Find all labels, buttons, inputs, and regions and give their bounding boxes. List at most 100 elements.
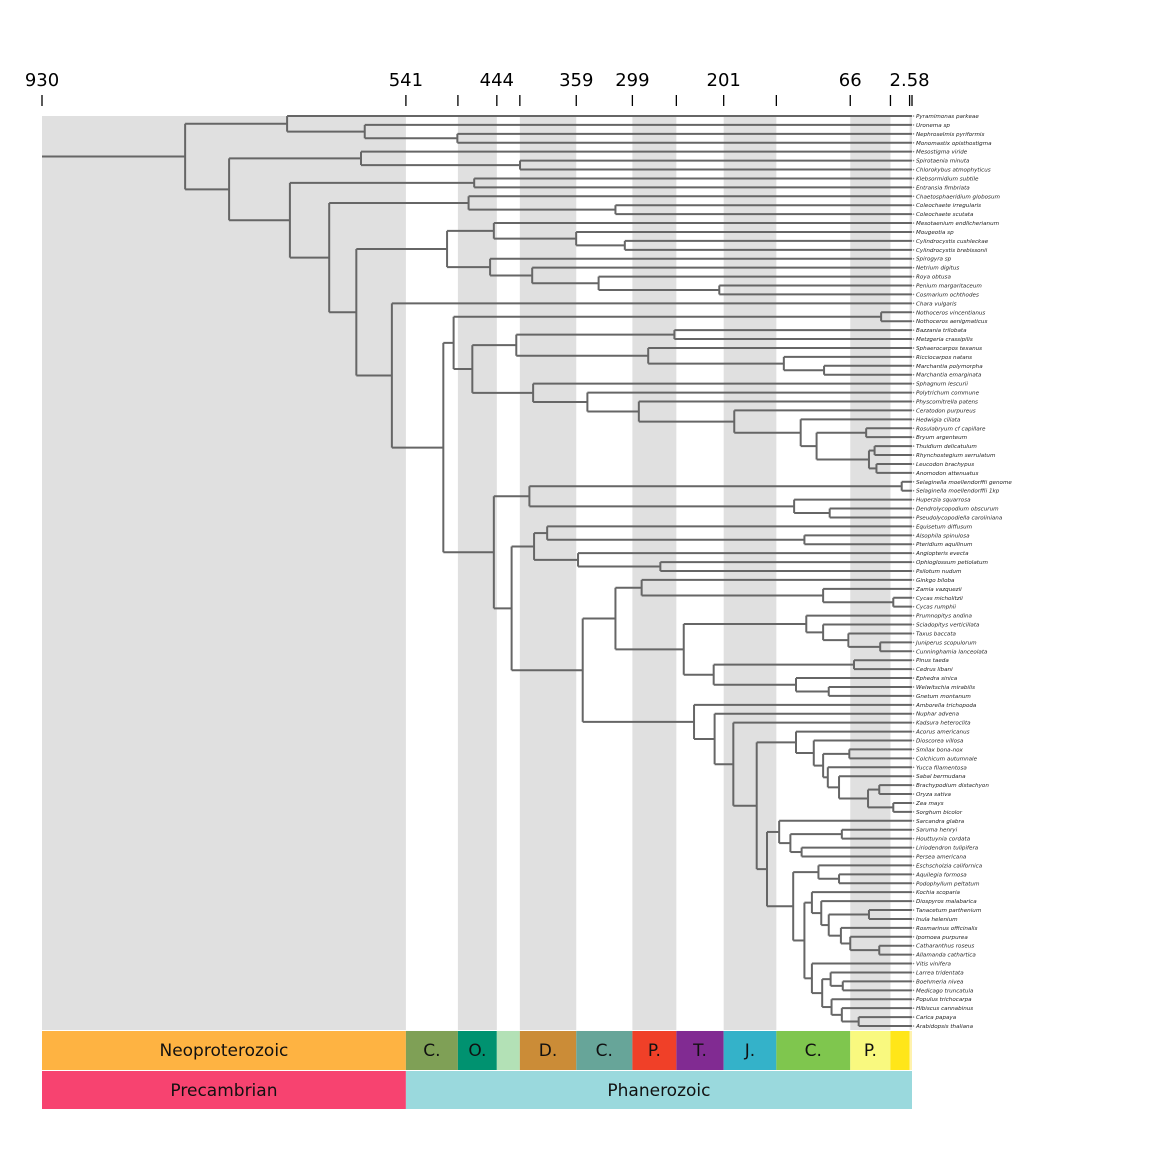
tip-label: Physcomitrella patens xyxy=(916,399,978,405)
period-shade xyxy=(632,116,677,1030)
tip-label: Hibiscus cannabinus xyxy=(916,1006,973,1012)
tip-marker xyxy=(912,150,915,153)
tip-marker xyxy=(912,186,915,189)
tip-label: Taxus baccata xyxy=(916,631,957,637)
tip-marker xyxy=(912,944,915,947)
phylogenetic-tree xyxy=(42,115,912,1027)
period-label: Neoproterozoic xyxy=(159,1041,288,1061)
tip-marker xyxy=(912,828,915,831)
tip-label: Medicago truncatula xyxy=(916,988,974,994)
tip-label: Brachypodium distachyon xyxy=(916,783,989,789)
tip-label: Inula helenium xyxy=(916,917,958,923)
tip-label: Ophioglossum petiolatum xyxy=(916,560,988,566)
axis-tick-label: 444 xyxy=(480,70,514,91)
tip-label: Pteridium aquilinum xyxy=(916,542,973,548)
tip-label: Ephedra sinica xyxy=(916,676,958,682)
period-label: J. xyxy=(744,1041,755,1061)
tip-label: Colchicum autumnale xyxy=(916,756,978,762)
tip-marker xyxy=(912,311,915,314)
tip-label: Polytrichum commune xyxy=(916,391,980,397)
tip-label: Liriodendron tulipifera xyxy=(916,846,979,852)
tip-label: Rhynchostegium serrulatum xyxy=(916,453,996,459)
tip-label: Saruma henryi xyxy=(916,828,958,834)
period-label: D. xyxy=(539,1041,558,1061)
tip-label: Ipomoea purpurea xyxy=(916,935,968,941)
tip-label: Chaetosphaeridium globosum xyxy=(916,194,1001,200)
period-shade xyxy=(723,116,777,1030)
tip-marker xyxy=(912,614,915,617)
tip-marker xyxy=(912,873,915,876)
tip-marker xyxy=(912,971,915,974)
tip-marker xyxy=(912,730,915,733)
tip-label: Marchantia emarginata xyxy=(916,373,982,379)
tip-label: Populus trichocarpa xyxy=(916,997,972,1003)
tip-label: Sarcandra glabra xyxy=(916,819,965,825)
tip-marker xyxy=(912,445,915,447)
tip-marker xyxy=(912,650,915,653)
period-shading xyxy=(42,116,912,1030)
period-label: C. xyxy=(596,1041,613,1061)
tip-label: Ricciocarpos natans xyxy=(916,355,972,361)
tip-label: Kochia scoparia xyxy=(916,890,961,896)
tip-label: Cylindrocystis cushleckae xyxy=(916,239,989,245)
tip-label: Pinus taeda xyxy=(916,658,949,664)
period-box xyxy=(676,1031,724,1070)
tip-marker xyxy=(912,472,915,474)
tip-label: Eschscholzia californica xyxy=(916,863,983,869)
period-box xyxy=(850,1031,891,1070)
tip-marker xyxy=(912,409,915,412)
tip-label: Dendrolycopodium obscurum xyxy=(916,507,999,513)
tip-label: Boehmeria nivea xyxy=(916,979,964,985)
tip-marker xyxy=(912,222,915,224)
tip-marker xyxy=(912,935,915,938)
tip-marker xyxy=(912,543,915,546)
tip-marker xyxy=(912,507,915,510)
tip-label: Psilotum nudum xyxy=(916,569,962,575)
tip-marker xyxy=(912,454,915,456)
tip-label: Tanacetum parthenium xyxy=(916,908,982,914)
tip-label: Mougeotia sp xyxy=(916,230,954,236)
tip-label: Penium margaritaceum xyxy=(916,284,982,290)
tip-label: Vitis vinifera xyxy=(916,962,951,968)
tip-labels: Pyramimonas parkeae Uronema sp Nephroselmi… xyxy=(912,114,1012,1030)
tip-marker xyxy=(912,962,915,965)
eon-label: Phanerozoic xyxy=(607,1081,710,1101)
tip-label: Anomodon attenuatus xyxy=(915,471,978,477)
period-label: T. xyxy=(692,1041,707,1061)
tip-label: Klebsormidium subtile xyxy=(916,176,979,182)
axis-tick-label: 930 xyxy=(25,70,59,91)
tip-label: Ceratodon purpureus xyxy=(916,408,976,414)
tip-marker xyxy=(912,757,915,760)
tip-marker xyxy=(912,837,915,840)
tip-marker xyxy=(912,525,915,528)
tip-label: Uronema sp xyxy=(916,123,950,129)
period-box xyxy=(405,1031,458,1070)
tip-marker xyxy=(912,909,915,911)
tip-marker xyxy=(912,427,915,430)
tip-marker xyxy=(912,436,915,438)
tip-label: Nuphar advena xyxy=(916,712,960,718)
tip-label: Entransia fimbriata xyxy=(916,185,970,191)
tip-marker xyxy=(912,561,915,563)
tip-marker xyxy=(912,695,915,697)
tip-marker xyxy=(912,418,915,421)
tip-marker xyxy=(912,231,915,233)
tip-label: Yucca filamentosa xyxy=(916,765,967,771)
tip-marker xyxy=(912,668,915,670)
tip-label: Catharanthus roseus xyxy=(916,944,974,950)
tip-label: Sabal bermudana xyxy=(916,774,966,780)
tip-label: Equisetum diffusum xyxy=(916,524,973,530)
period-box xyxy=(519,1031,577,1070)
period-box xyxy=(890,1031,910,1070)
tip-marker xyxy=(912,382,915,385)
tip-marker xyxy=(912,365,915,367)
tip-marker xyxy=(912,293,915,296)
tip-marker xyxy=(912,704,915,706)
tip-marker xyxy=(912,124,915,126)
tip-label: Acorus americanus xyxy=(915,730,970,736)
axis-tick-label: 359 xyxy=(559,70,593,91)
tip-label: Monomastix opisthostigma xyxy=(916,141,992,147)
tip-label: Persea americana xyxy=(916,854,967,860)
tip-label: Cunninghamia lanceolata xyxy=(916,649,988,655)
tip-label: Roya obtusa xyxy=(916,275,951,281)
